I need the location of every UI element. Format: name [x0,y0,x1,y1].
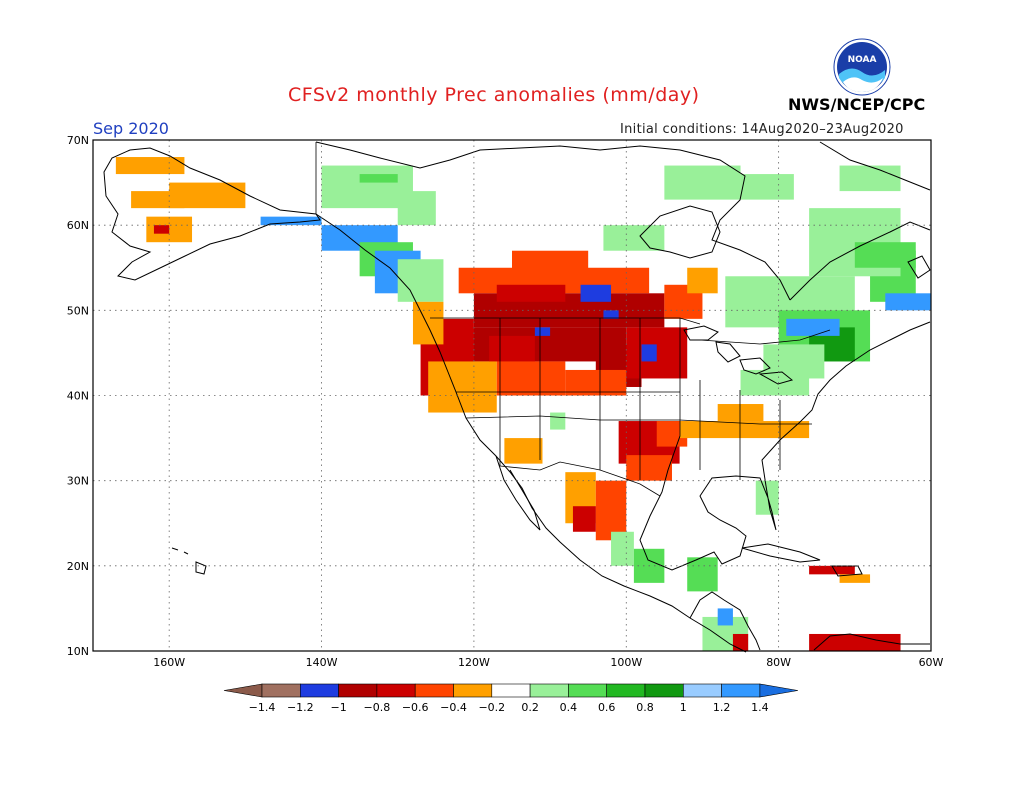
anomaly-cell [169,182,246,209]
lat-label: 60N [67,219,89,232]
anomaly-cell [626,455,672,481]
lon-label: 160W [153,656,185,669]
anomaly-cell [839,574,871,583]
legend-label: 0.4 [560,701,578,714]
legend-swatch [606,683,646,698]
lat-label: 10N [67,645,89,658]
anomaly-cell [260,216,322,226]
legend-arrow-right [759,683,798,698]
anomaly-cell [740,174,794,200]
map-title: CFSv2 monthly Prec anomalies (mm/day) [288,84,700,106]
anomaly-cell [397,191,436,226]
political-borders [315,142,831,497]
legend-swatch [682,683,722,698]
anomaly-cell [717,404,764,422]
color-legend: −1.4 −1.2 −1 −0.8 −0.6 −0.4 −0.2 0.2 0.4 0.6 0.8 1 1… [223,683,798,714]
legend-label: 0.2 [521,701,539,714]
anomaly-cell [664,165,741,200]
anomaly-cell [809,633,901,651]
anomaly-cell [496,284,566,302]
legend-label: −1.2 [287,701,314,714]
anomaly-cell [504,438,543,464]
longitude-labels: 160W 140W 120W 100W 80W 60W [153,656,943,669]
anomaly-cell [809,565,855,575]
anomaly-cell [412,301,444,345]
legend-label: −0.6 [402,701,429,714]
anomaly-cell [687,267,718,294]
legend-swatch [568,683,608,698]
legend-swatch [529,683,569,698]
noaa-logo: NOAA [833,38,891,96]
lat-label: 40N [67,390,89,403]
anomaly-cell [428,361,497,413]
legend-label: 1.2 [713,701,731,714]
coastlines [103,141,931,653]
legend-label: −0.4 [440,701,467,714]
legend-swatch [644,683,684,698]
legend-swatch [491,683,531,698]
legend-label: −0.2 [478,701,505,714]
anomaly-cell [732,633,749,651]
anomaly-cell [359,174,398,183]
anomaly-cell [572,506,596,532]
legend-swatch [721,683,761,698]
forecast-month: Sep 2020 [93,119,169,138]
legend-swatch [299,683,339,698]
anomaly-cell [717,608,733,626]
anomaly-cell [595,480,627,541]
lat-label: 50N [67,304,89,317]
anomaly-cell [512,250,589,277]
anomaly-cell [603,225,665,251]
anomaly-cell [611,531,634,566]
anomaly-cell [687,557,718,592]
legend-label: −0.8 [364,701,391,714]
lon-label: 120W [458,656,490,669]
legend-label: 1 [680,701,687,714]
anomaly-cell [854,242,916,268]
legend-arrow-left [223,683,263,698]
legend-swatch [338,683,378,698]
legend-swatch [453,683,493,698]
anomaly-cell [397,259,444,302]
anomaly-cell [565,369,627,396]
initial-conditions: Initial conditions: 14Aug2020–23Aug2020 [620,122,904,137]
lat-label: 30N [67,475,89,488]
anomaly-cell [489,335,535,362]
legend-label: 1.4 [751,701,769,714]
anomaly-cell [679,421,810,439]
anomaly-cell [534,327,551,336]
anomaly-cell [115,157,185,175]
lon-label: 140W [306,656,338,669]
anomaly-cell [839,165,901,192]
noaa-logo-text: NOAA [848,55,877,65]
lat-label: 70N [67,134,89,147]
anomaly-cell [885,293,931,311]
latitude-labels: 70N 60N 50N 40N 30N 20N 10N [67,134,89,658]
lat-lon-grid [93,140,931,651]
lon-label: 80W [766,656,791,669]
anomaly-cell [496,361,566,396]
anomaly-cell [153,225,170,234]
legend-label: −1 [330,701,346,714]
anomaly-cell [580,284,612,302]
legend-swatch [261,683,301,698]
lon-label: 60W [919,656,944,669]
legend-swatch [414,683,454,698]
legend-label: 0.6 [598,701,616,714]
agency-label: NWS/NCEP/CPC [788,95,926,114]
anomaly-cells [115,157,931,651]
anomaly-cell [550,412,566,430]
lon-label: 100W [610,656,642,669]
legend-swatch [376,683,416,698]
anomaly-cell [603,310,619,319]
anomaly-cell [755,480,779,515]
legend-label: 0.8 [636,701,654,714]
map-frame [92,139,932,652]
anomaly-cell [786,318,840,336]
lat-label: 20N [67,560,89,573]
legend-label: −1.4 [249,701,276,714]
anomaly-cell [641,344,657,362]
